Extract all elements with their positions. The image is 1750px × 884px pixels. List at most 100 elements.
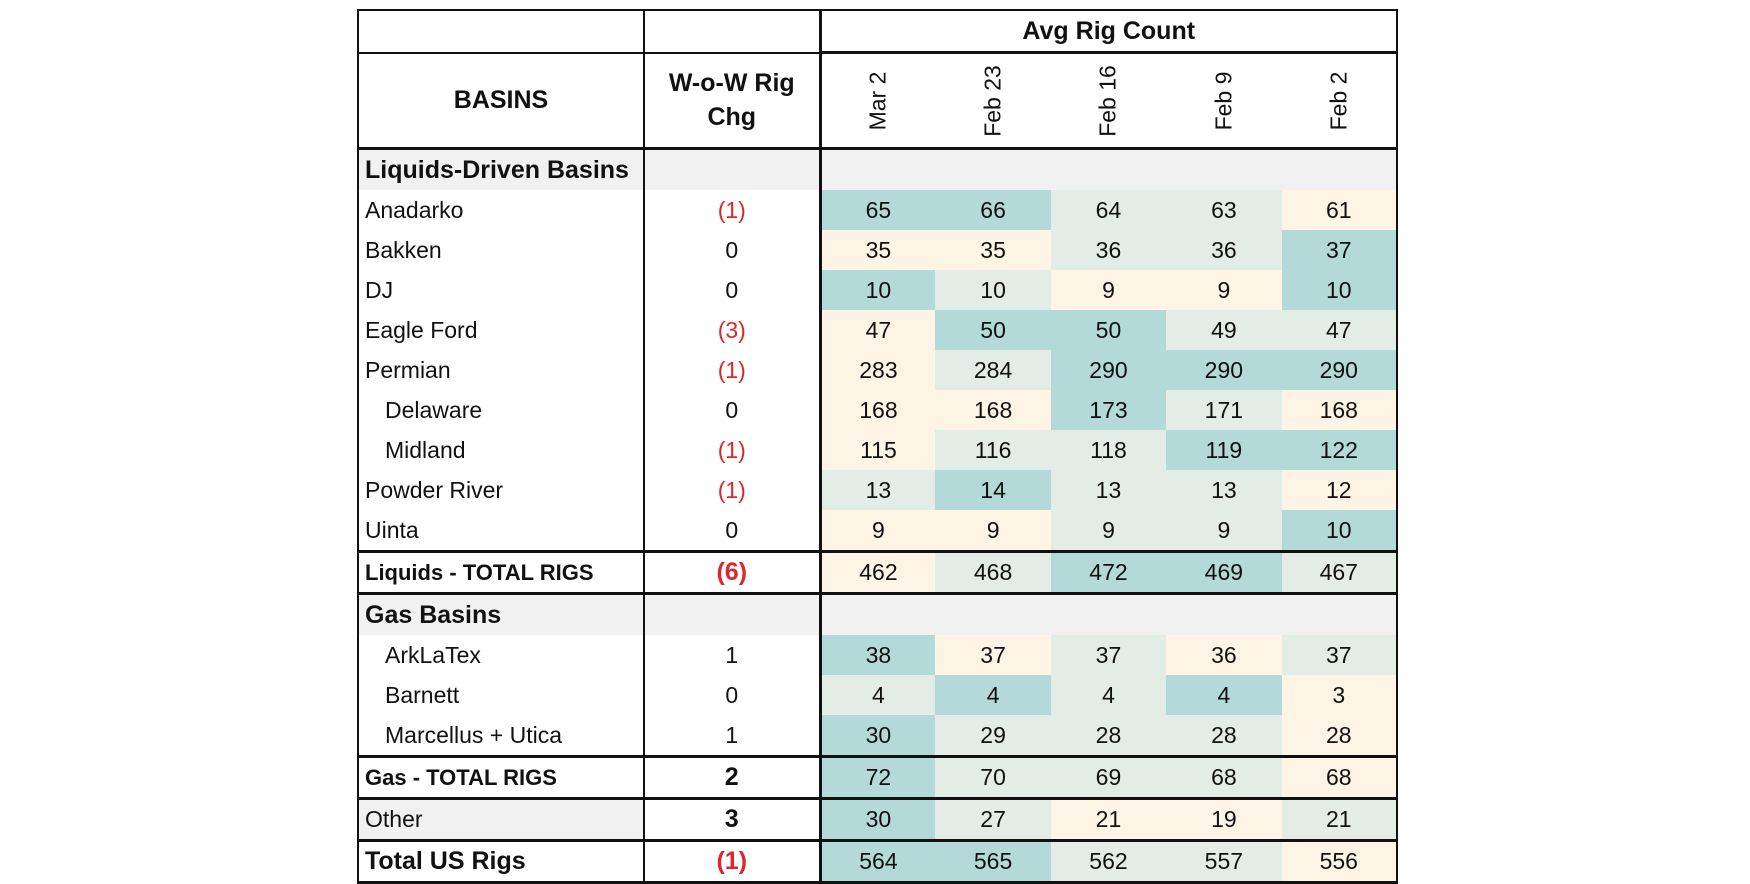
total-cell: 30: [818, 797, 936, 842]
total-cell: 467: [1281, 550, 1398, 595]
rig-count-cell: 50: [1050, 310, 1167, 350]
rig-count-cell: 36: [1166, 230, 1282, 270]
section-label: Liquids-Driven Basins: [357, 147, 645, 190]
total-cell: 70: [935, 755, 1051, 800]
rig-count-cell: 290: [1281, 350, 1398, 390]
basin-name: ArkLaTex: [357, 635, 645, 675]
basin-name: Permian: [357, 350, 645, 390]
rig-count-cell: 37: [1050, 635, 1167, 675]
rig-count-cell: 30: [818, 715, 936, 757]
rig-count-cell: 4: [1166, 675, 1282, 715]
wow-change: 0: [644, 675, 821, 715]
rig-count-cell: 35: [818, 230, 936, 270]
section-blank: [644, 593, 821, 635]
rig-count-cell: 47: [818, 310, 936, 350]
total-cell: 68: [1281, 755, 1398, 800]
rig-count-cell: 9: [1050, 270, 1167, 310]
rig-count-cell: 10: [1281, 510, 1398, 552]
total-label: Liquids - TOTAL RIGS: [357, 550, 645, 595]
rig-count-cell: 13: [818, 470, 936, 510]
total-cell: 565: [935, 839, 1051, 884]
basin-name: Bakken: [357, 230, 645, 270]
rig-count-cell: 284: [935, 350, 1051, 390]
basin-name: Powder River: [357, 470, 645, 510]
header-blank-basin: [357, 9, 645, 54]
rig-count-cell: 65: [818, 190, 936, 230]
wow-change-header-line2: Chg: [707, 103, 757, 132]
basin-name: Eagle Ford: [357, 310, 645, 350]
rig-count-cell: 49: [1166, 310, 1282, 350]
rig-count-cell: 36: [1166, 635, 1282, 675]
week-header: Mar 2: [818, 51, 936, 149]
rig-count-cell: 9: [1166, 510, 1282, 552]
total-change: 3: [644, 797, 821, 842]
total-cell: 27: [935, 797, 1051, 842]
wow-change: (1): [644, 190, 821, 230]
rig-count-cell: 3: [1281, 675, 1398, 715]
rig-count-cell: 10: [1281, 270, 1398, 310]
week-label: Feb 23: [979, 64, 1006, 137]
total-cell: 468: [935, 550, 1051, 595]
total-cell: 72: [818, 755, 936, 800]
total-cell: 68: [1166, 755, 1282, 800]
wow-change: 0: [644, 390, 821, 430]
total-change: (1): [644, 839, 821, 884]
wow-change: 0: [644, 510, 821, 552]
rig-count-cell: 37: [1281, 635, 1398, 675]
basin-name: Anadarko: [357, 190, 645, 230]
week-header: Feb 2: [1281, 51, 1398, 149]
basin-name: DJ: [357, 270, 645, 310]
rig-count-cell: 4: [935, 675, 1051, 715]
wow-change: (3): [644, 310, 821, 350]
rig-count-cell: 9: [818, 510, 936, 552]
week-label: Mar 2: [864, 71, 891, 130]
rig-count-cell: 38: [818, 635, 936, 675]
basin-name: Uinta: [357, 510, 645, 552]
basin-name: Marcellus + Utica: [357, 715, 645, 757]
section-blank: [644, 147, 821, 190]
week-label: Feb 9: [1210, 71, 1237, 130]
week-label: Feb 16: [1094, 64, 1121, 137]
basin-name: Barnett: [357, 675, 645, 715]
rig-count-cell: 10: [818, 270, 936, 310]
total-label: Gas - TOTAL RIGS: [357, 755, 645, 800]
total-cell: 21: [1050, 797, 1167, 842]
total-change: 2: [644, 755, 821, 800]
wow-change: 0: [644, 270, 821, 310]
total-cell: 69: [1050, 755, 1167, 800]
total-cell: 564: [818, 839, 936, 884]
rig-count-cell: 66: [935, 190, 1051, 230]
section-label: Gas Basins: [357, 593, 645, 635]
rig-count-cell: 118: [1050, 430, 1167, 470]
rig-count-cell: 4: [1050, 675, 1167, 715]
rig-count-cell: 35: [935, 230, 1051, 270]
total-cell: 556: [1281, 839, 1398, 884]
basin-name: Midland: [357, 430, 645, 470]
wow-change: 1: [644, 635, 821, 675]
total-cell: 469: [1166, 550, 1282, 595]
wow-change: 0: [644, 230, 821, 270]
rig-count-cell: 37: [935, 635, 1051, 675]
wow-change: (1): [644, 350, 821, 390]
total-cell: 472: [1050, 550, 1167, 595]
rig-count-cell: 283: [818, 350, 936, 390]
rig-count-cell: 10: [935, 270, 1051, 310]
rig-count-cell: 36: [1050, 230, 1167, 270]
rig-count-cell: 28: [1050, 715, 1167, 757]
rig-count-cell: 12: [1281, 470, 1398, 510]
wow-change-header: W-o-W Rig Chg: [643, 51, 821, 150]
rig-count-cell: 9: [1166, 270, 1282, 310]
rig-count-table: Avg Rig Count BASINS W-o-W Rig Chg Mar 2…: [357, 9, 1398, 884]
rig-count-cell: 37: [1281, 230, 1398, 270]
rig-count-cell: 122: [1281, 430, 1398, 470]
avg-rig-count-header: Avg Rig Count: [818, 9, 1398, 54]
week-header: Feb 16: [1050, 51, 1167, 149]
week-header: Feb 23: [935, 51, 1051, 149]
total-cell: 21: [1281, 797, 1398, 842]
section-fill: [818, 147, 1398, 190]
rig-count-cell: 116: [935, 430, 1051, 470]
basin-name: Delaware: [357, 390, 645, 430]
total-cell: 562: [1050, 839, 1167, 884]
rig-count-cell: 29: [935, 715, 1051, 757]
wow-change: (1): [644, 470, 821, 510]
